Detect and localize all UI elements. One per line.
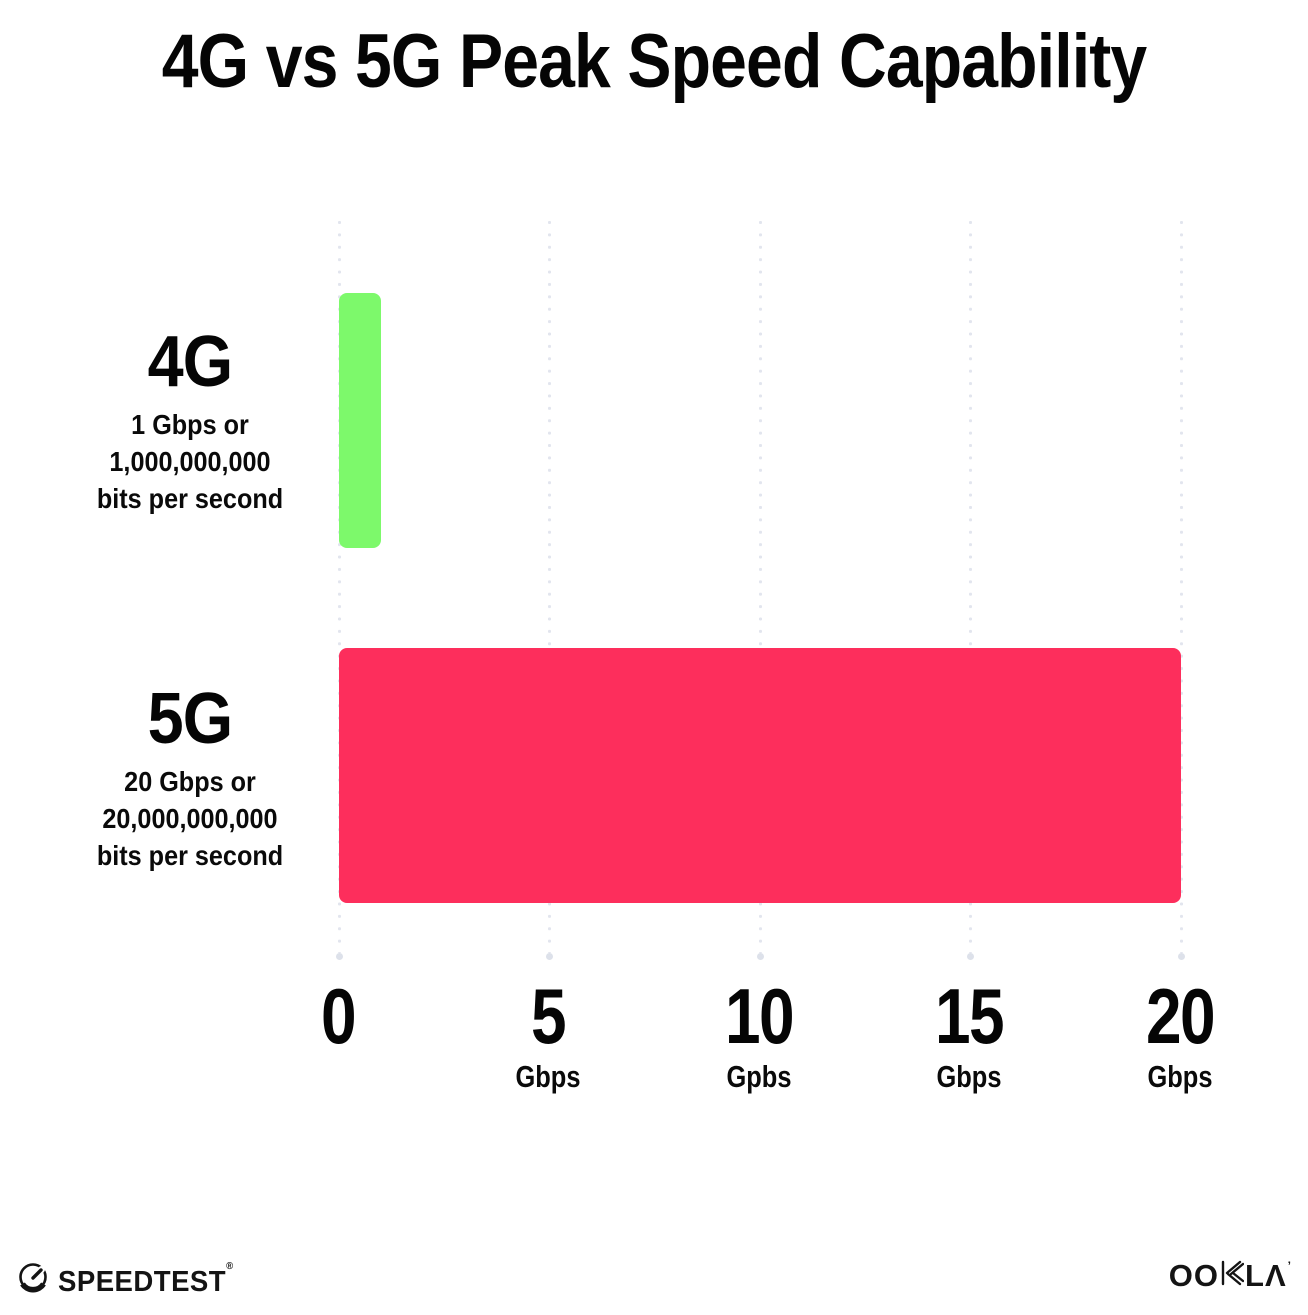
ookla-wordmark-oo: OO (1168, 1258, 1220, 1293)
row-label-5g-desc-line-1: 20 Gbps or (124, 766, 256, 797)
x-tick-15-unit: Gbps (936, 1059, 1002, 1094)
row-label-4g-desc-line-3: bits per second (96, 483, 284, 514)
gridline-20-gbps (1178, 221, 1185, 960)
x-tick-15: 15 Gbps (879, 972, 1059, 1094)
bar-4g (339, 293, 381, 548)
speedometer-gauge-icon (16, 1260, 50, 1299)
x-tick-10: 10 Gpbs (669, 972, 849, 1094)
speedtest-wordmark-text: SPEEDTEST (58, 1265, 227, 1298)
row-label-4g: 4G 1 Gbps or 1,000,000,000 bits per seco… (55, 322, 325, 517)
ookla-trademark: ’ (1287, 1259, 1292, 1273)
x-tick-0: 0 (248, 972, 428, 1060)
x-tick-20: 20 Gbps (1090, 972, 1270, 1094)
ookla-wordmark-la: LΛ (1245, 1258, 1287, 1293)
x-tick-10-unit: Gpbs (726, 1059, 792, 1094)
row-label-5g-desc-line-3: bits per second (96, 840, 284, 871)
row-label-5g-title: 5G (147, 679, 234, 759)
x-tick-0-value: 0 (321, 972, 357, 1060)
x-tick-5: 5 Gbps (458, 972, 638, 1094)
x-tick-5-unit: Gbps (515, 1059, 581, 1094)
chart-title: 4G vs 5G Peak Speed Capability (161, 19, 1147, 104)
x-tick-20-value: 20 (1146, 972, 1216, 1060)
speedtest-wordmark: SPEEDTEST® (58, 1261, 233, 1299)
x-tick-15-value: 15 (935, 972, 1005, 1060)
row-label-5g-desc-line-2: 20,000,000,000 (102, 803, 278, 834)
gridline-10-gbps (757, 221, 764, 960)
row-label-5g-description: 20 Gbps or 20,000,000,000 bits per secon… (55, 763, 325, 874)
row-label-4g-title: 4G (147, 322, 234, 402)
gridline-15-gbps (967, 221, 974, 960)
row-label-5g: 5G 20 Gbps or 20,000,000,000 bits per se… (55, 679, 325, 874)
x-tick-10-value: 10 (725, 972, 795, 1060)
ookla-logo: OO LΛ ’ (1169, 1258, 1292, 1294)
row-label-4g-desc-line-2: 1,000,000,000 (109, 446, 271, 477)
row-label-4g-desc-line-1: 1 Gbps or (131, 409, 249, 440)
gridline-0-gbps (336, 221, 343, 960)
speedtest-trademark: ® (226, 1260, 234, 1272)
row-label-4g-description: 1 Gbps or 1,000,000,000 bits per second (55, 406, 325, 517)
ookla-wordmark: OO LΛ ’ (1169, 1258, 1292, 1294)
bar-5g (339, 648, 1181, 903)
gridline-5-gbps (546, 221, 553, 960)
speedtest-logo: SPEEDTEST® (16, 1260, 242, 1299)
x-tick-5-value: 5 (531, 972, 567, 1060)
hatched-k-icon (1220, 1258, 1245, 1294)
x-tick-20-unit: Gbps (1147, 1059, 1213, 1094)
